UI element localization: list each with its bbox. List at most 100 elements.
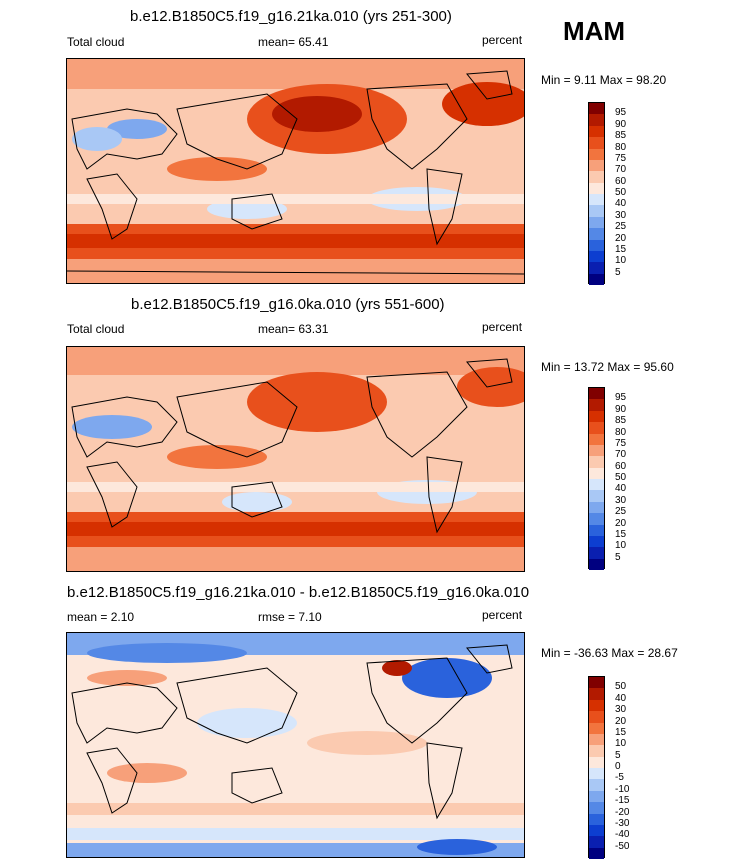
panel-2-colorbar — [588, 387, 605, 570]
colorbar-tick-label: 70 — [615, 449, 627, 461]
panel-2-variable-label: Total cloud — [67, 322, 125, 336]
colorbar-tick-label: 20 — [615, 232, 627, 244]
panel-3-mean-label: mean = 2.10 — [67, 610, 135, 624]
colorbar-tick-label: -50 — [615, 840, 630, 852]
colorbar-tick-label: 40 — [615, 692, 627, 704]
colorbar-tick-label: 20 — [615, 517, 627, 529]
panel-1-colorbar — [588, 102, 605, 285]
panel-3-units-label: percent — [482, 608, 523, 622]
colorbar-swatch — [589, 467, 604, 479]
colorbar-swatch — [589, 847, 604, 859]
colorbar-tick-label: 30 — [615, 704, 627, 716]
panel-1-title: b.e12.B1850C5.f19_g16.21ka.010 (yrs 251-… — [130, 8, 452, 25]
colorbar-tick-label: 40 — [615, 483, 627, 495]
colorbar-swatch — [589, 677, 604, 689]
colorbar-swatch — [589, 388, 604, 400]
colorbar-tick-label: -40 — [615, 829, 630, 841]
panel-2-contour-field — [67, 347, 524, 571]
colorbar-swatch — [589, 182, 604, 194]
colorbar-tick-label: 90 — [615, 403, 627, 415]
colorbar-tick-label: 50 — [615, 472, 627, 483]
colorbar-tick-label: 95 — [615, 392, 627, 404]
colorbar-swatch — [589, 250, 604, 263]
colorbar-swatch — [589, 699, 604, 712]
colorbar-swatch — [589, 535, 604, 548]
colorbar-swatch — [589, 399, 604, 411]
panel-3-rmse-label: rmse = 7.10 — [258, 610, 322, 624]
panel-3-map — [66, 632, 525, 858]
colorbar-tick-label: 75 — [615, 152, 627, 164]
colorbar-swatch — [589, 216, 604, 229]
panel-2-mean-label: mean= 63.31 — [258, 322, 329, 336]
colorbar-swatch — [589, 273, 604, 285]
colorbar-tick-label: 25 — [615, 506, 627, 518]
colorbar-tick-label: 30 — [615, 209, 627, 221]
colorbar-tick-label: 90 — [615, 118, 627, 130]
colorbar-tick-label: 10 — [615, 255, 627, 267]
colorbar-tick-label: 70 — [615, 164, 627, 176]
colorbar-swatch — [589, 802, 604, 814]
colorbar-swatch — [589, 768, 604, 780]
colorbar-swatch — [589, 547, 604, 559]
colorbar-tick-label: -5 — [615, 772, 624, 784]
colorbar-tick-label: -15 — [615, 795, 630, 807]
colorbar-swatch — [589, 456, 604, 468]
colorbar-swatch — [589, 171, 604, 183]
colorbar-swatch — [589, 790, 604, 803]
colorbar-swatch — [589, 433, 604, 445]
colorbar-tick-label: 85 — [615, 130, 627, 142]
colorbar-swatch — [589, 490, 604, 502]
colorbar-swatch — [589, 148, 604, 160]
colorbar-swatch — [589, 444, 604, 457]
colorbar-tick-label: 75 — [615, 437, 627, 449]
colorbar-tick-label: 5 — [615, 266, 621, 278]
colorbar-tick-label: -10 — [615, 783, 630, 795]
colorbar-tick-label: 25 — [615, 221, 627, 233]
colorbar-tick-label: 60 — [615, 460, 627, 472]
panel-1-contour-field — [67, 59, 524, 283]
panel-1-mean-label: mean= 65.41 — [258, 35, 329, 49]
colorbar-tick-label: 15 — [615, 726, 627, 738]
panel-3-title: b.e12.B1850C5.f19_g16.21ka.010 - b.e12.B… — [67, 584, 530, 601]
colorbar-swatch — [589, 422, 604, 434]
colorbar-tick-label: 80 — [615, 141, 627, 153]
colorbar-swatch — [589, 722, 604, 734]
colorbar-tick-label: -20 — [615, 806, 630, 818]
panel-1-variable-label: Total cloud — [67, 35, 125, 49]
colorbar-tick-label: 60 — [615, 175, 627, 187]
panel-3-colorbar — [588, 676, 605, 859]
colorbar-tick-label: 5 — [615, 749, 621, 761]
colorbar-tick-label: 15 — [615, 243, 627, 255]
panel-1-units-label: percent — [482, 33, 523, 47]
colorbar-swatch — [589, 103, 604, 115]
colorbar-swatch — [589, 558, 604, 570]
colorbar-tick-label: 40 — [615, 198, 627, 210]
panel-1-map — [66, 58, 525, 284]
colorbar-swatch — [589, 410, 604, 423]
colorbar-swatch — [589, 813, 604, 825]
panel-3-minmax-label: Min = -36.63 Max = 28.67 — [541, 646, 678, 660]
colorbar-tick-label: 20 — [615, 715, 627, 727]
colorbar-tick-label: 85 — [615, 415, 627, 427]
colorbar-swatch — [589, 745, 604, 757]
colorbar-swatch — [589, 824, 604, 837]
colorbar-swatch — [589, 688, 604, 700]
colorbar-swatch — [589, 836, 604, 848]
colorbar-swatch — [589, 756, 604, 768]
panel-2-minmax-label: Min = 13.72 Max = 95.60 — [541, 360, 674, 374]
colorbar-tick-label: 30 — [615, 494, 627, 506]
colorbar-swatch — [589, 239, 604, 251]
colorbar-swatch — [589, 194, 604, 206]
panel-3-contour-field — [67, 633, 524, 857]
colorbar-swatch — [589, 159, 604, 172]
colorbar-swatch — [589, 137, 604, 149]
colorbar-swatch — [589, 513, 604, 525]
colorbar-tick-label: 95 — [615, 107, 627, 119]
colorbar-tick-label: 10 — [615, 738, 627, 750]
colorbar-swatch — [589, 524, 604, 536]
colorbar-tick-label: 5 — [615, 551, 621, 563]
colorbar-swatch — [589, 125, 604, 138]
colorbar-swatch — [589, 114, 604, 126]
colorbar-swatch — [589, 711, 604, 723]
colorbar-swatch — [589, 779, 604, 791]
